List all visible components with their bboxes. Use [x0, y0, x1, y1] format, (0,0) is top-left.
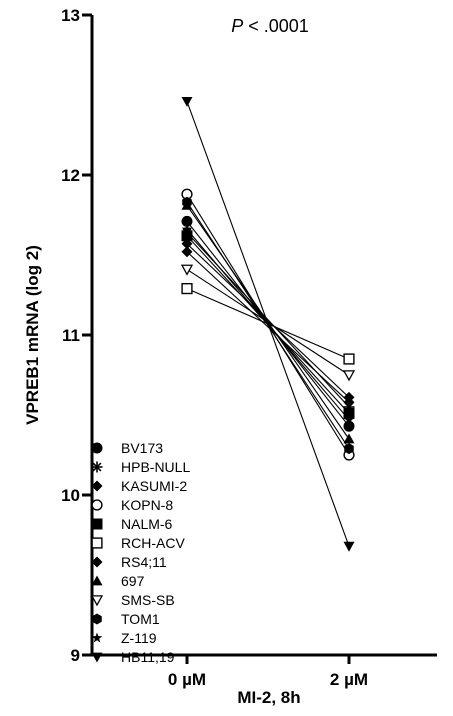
x-tick-label: 2 µM	[330, 670, 368, 689]
data-point	[180, 264, 194, 276]
series-line	[186, 251, 350, 403]
legend-label: NALM-6	[121, 516, 173, 532]
legend-marker	[91, 499, 103, 511]
legend-label: HB11;19	[121, 649, 175, 665]
legend-label: SMS-SB	[121, 592, 175, 608]
data-point	[182, 196, 192, 208]
legend-marker	[91, 442, 103, 454]
data-point	[343, 353, 355, 365]
legend-label: Z-119	[121, 630, 157, 646]
legend-label: BV173	[121, 440, 163, 456]
legend-marker	[91, 461, 103, 473]
legend-marker	[91, 652, 103, 663]
data-point	[342, 370, 356, 382]
data-point	[343, 407, 355, 419]
series-line	[186, 243, 350, 398]
legend-marker	[91, 575, 103, 586]
legend-marker	[90, 595, 104, 607]
legend-label: RS4;11	[121, 554, 167, 570]
legend-label: 697	[121, 573, 145, 589]
data-point	[181, 246, 193, 258]
y-tick-label: 13	[61, 6, 80, 25]
data-point	[343, 396, 355, 408]
legend-marker	[91, 480, 103, 492]
x-axis-title: MI-2, 8h	[237, 688, 300, 707]
data-point	[343, 420, 355, 432]
p-value-annotation: P < .0001	[231, 16, 309, 36]
data-point	[344, 443, 354, 455]
legend-marker	[91, 556, 103, 568]
legend-marker	[92, 613, 102, 625]
series-line	[186, 101, 350, 547]
data-point	[181, 223, 193, 234]
legend-label: KOPN-8	[121, 497, 173, 513]
x-tick-label: 0 µM	[168, 670, 206, 689]
y-tick-label: 10	[61, 486, 80, 505]
data-point	[343, 541, 355, 552]
y-tick-label: 9	[71, 646, 80, 665]
data-point	[343, 414, 355, 425]
data-point	[181, 283, 193, 295]
data-point	[181, 230, 193, 242]
data-point	[181, 215, 193, 227]
y-tick-label: 12	[61, 166, 80, 185]
legend-label: KASUMI-2	[121, 478, 187, 494]
legend-label: TOM1	[121, 611, 160, 627]
legend-marker	[91, 518, 103, 530]
data-point	[343, 433, 355, 444]
legend-label: RCH-ACV	[121, 535, 185, 551]
y-tick-label: 11	[62, 326, 80, 345]
legend-marker	[91, 632, 103, 643]
legend-label: HPB-NULL	[121, 459, 190, 475]
data-point	[181, 97, 193, 107]
legend-marker	[91, 537, 103, 549]
y-axis-title: VPREB1 mRNA (log 2)	[23, 245, 42, 425]
